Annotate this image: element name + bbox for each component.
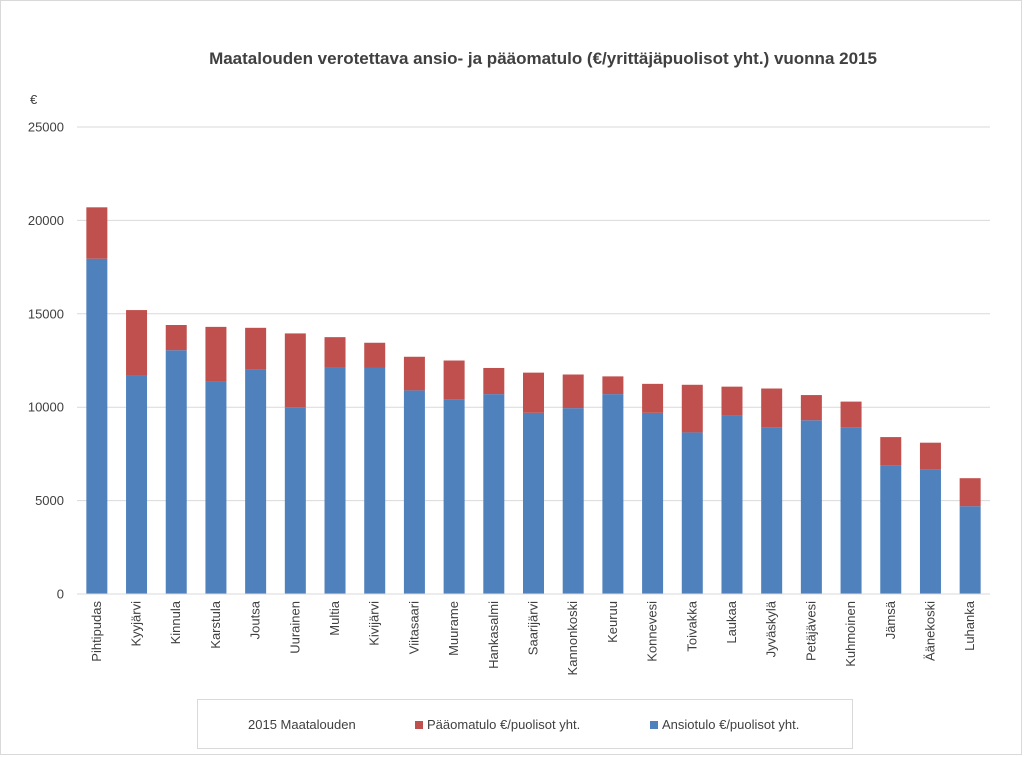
y-tick-label: 20000 [28,213,64,228]
x-tick-label: Kyyjärvi [129,601,144,647]
bar-ansiotulo [800,420,822,594]
bar-paaomatulo [86,207,108,259]
y-tick-label: 15000 [28,306,64,321]
chart-title: Maatalouden verotettava ansio- ja pääoma… [209,49,877,68]
y-tick-label: 5000 [35,493,64,508]
bar-ansiotulo [443,399,465,594]
x-tick-label: Saarijärvi [526,601,541,655]
bar-ansiotulo [959,506,981,594]
bar-paaomatulo [721,386,743,416]
x-tick-label: Kivijärvi [367,601,382,646]
bar-ansiotulo [523,412,544,594]
x-tick-label: Laukaa [724,600,739,643]
bar-ansiotulo [642,412,664,594]
y-tick-label: 10000 [28,400,64,415]
bar-paaomatulo [245,327,267,370]
bar-paaomatulo [761,388,783,428]
bar-paaomatulo [642,383,664,413]
x-tick-label: Uurainen [287,601,302,654]
x-tick-label: Konnevesi [645,601,660,662]
x-tick-label: Kinnula [168,600,183,644]
x-tick-label: Kuhmoinen [843,601,858,667]
bar-ansiotulo [364,367,386,594]
bar-ansiotulo [245,369,267,594]
x-tick-label: Muurame [446,601,461,656]
y-tick-label: 25000 [28,120,64,135]
bar-ansiotulo [761,427,783,594]
legend-swatch-ansiotulo [650,721,658,729]
bar-paaomatulo [483,367,505,395]
bar-ansiotulo [324,367,346,594]
bar-paaomatulo [443,360,465,400]
x-tick-label: Petäjävesi [803,601,818,661]
bar-ansiotulo [681,432,703,594]
x-tick-label: Hankasalmi [486,601,501,669]
x-tick-label: Karstula [208,600,223,648]
x-tick-label: Luhanka [962,600,977,651]
bar-ansiotulo [880,465,902,594]
bar-paaomatulo [324,337,346,368]
bar-paaomatulo [364,342,386,368]
bar-paaomatulo [126,310,148,376]
bar-ansiotulo [602,394,624,594]
x-tick-label: Jämsä [883,600,898,639]
bar-paaomatulo [959,478,981,507]
bar-ansiotulo [165,350,187,594]
bar-ansiotulo [483,394,505,594]
bar-ansiotulo [126,375,148,594]
y-axis-unit-label: € [30,92,38,107]
legend-swatch-paaomatulo [415,721,423,729]
bar-paaomatulo [523,372,544,413]
bar-paaomatulo [681,384,703,433]
legend-label-ansiotulo: Ansiotulo €/puolisot yht. [662,717,800,732]
bar-paaomatulo [602,376,624,395]
bar-ansiotulo [840,427,862,594]
x-tick-label: Multia [327,600,342,635]
bar-paaomatulo [284,333,306,408]
x-tick-label: Jyväskylä [764,600,779,657]
x-tick-label: Äänekoski [922,601,937,661]
x-tick-label: Toivakka [684,600,699,651]
y-tick-label: 0 [57,587,64,602]
bar-ansiotulo [721,415,743,594]
bar-paaomatulo [840,401,862,428]
bar-ansiotulo [205,381,227,594]
bar-paaomatulo [880,437,902,466]
x-tick-label: Viitasaari [406,601,421,654]
bar-ansiotulo [919,469,941,594]
bar-paaomatulo [205,326,227,382]
bar-ansiotulo [86,258,108,594]
x-tick-label: Kannonkoski [565,601,580,676]
legend-label-paaomatulo: Pääomatulo €/puolisot yht. [427,717,581,732]
x-tick-label: Joutsa [248,600,263,639]
bar-ansiotulo [562,408,584,594]
bar-ansiotulo [284,407,306,594]
bar-ansiotulo [403,390,425,594]
bar-paaomatulo [562,374,584,409]
bar-paaomatulo [800,395,822,421]
x-tick-label: Keuruu [605,601,620,643]
legend-title: 2015 Maatalouden [248,717,356,732]
x-tick-label: Pihtipudas [89,601,104,662]
bar-paaomatulo [919,442,941,470]
legend: 2015 Maatalouden Pääomatulo €/puolisot y… [197,699,853,749]
bar-paaomatulo [165,325,187,351]
bar-paaomatulo [403,356,425,391]
